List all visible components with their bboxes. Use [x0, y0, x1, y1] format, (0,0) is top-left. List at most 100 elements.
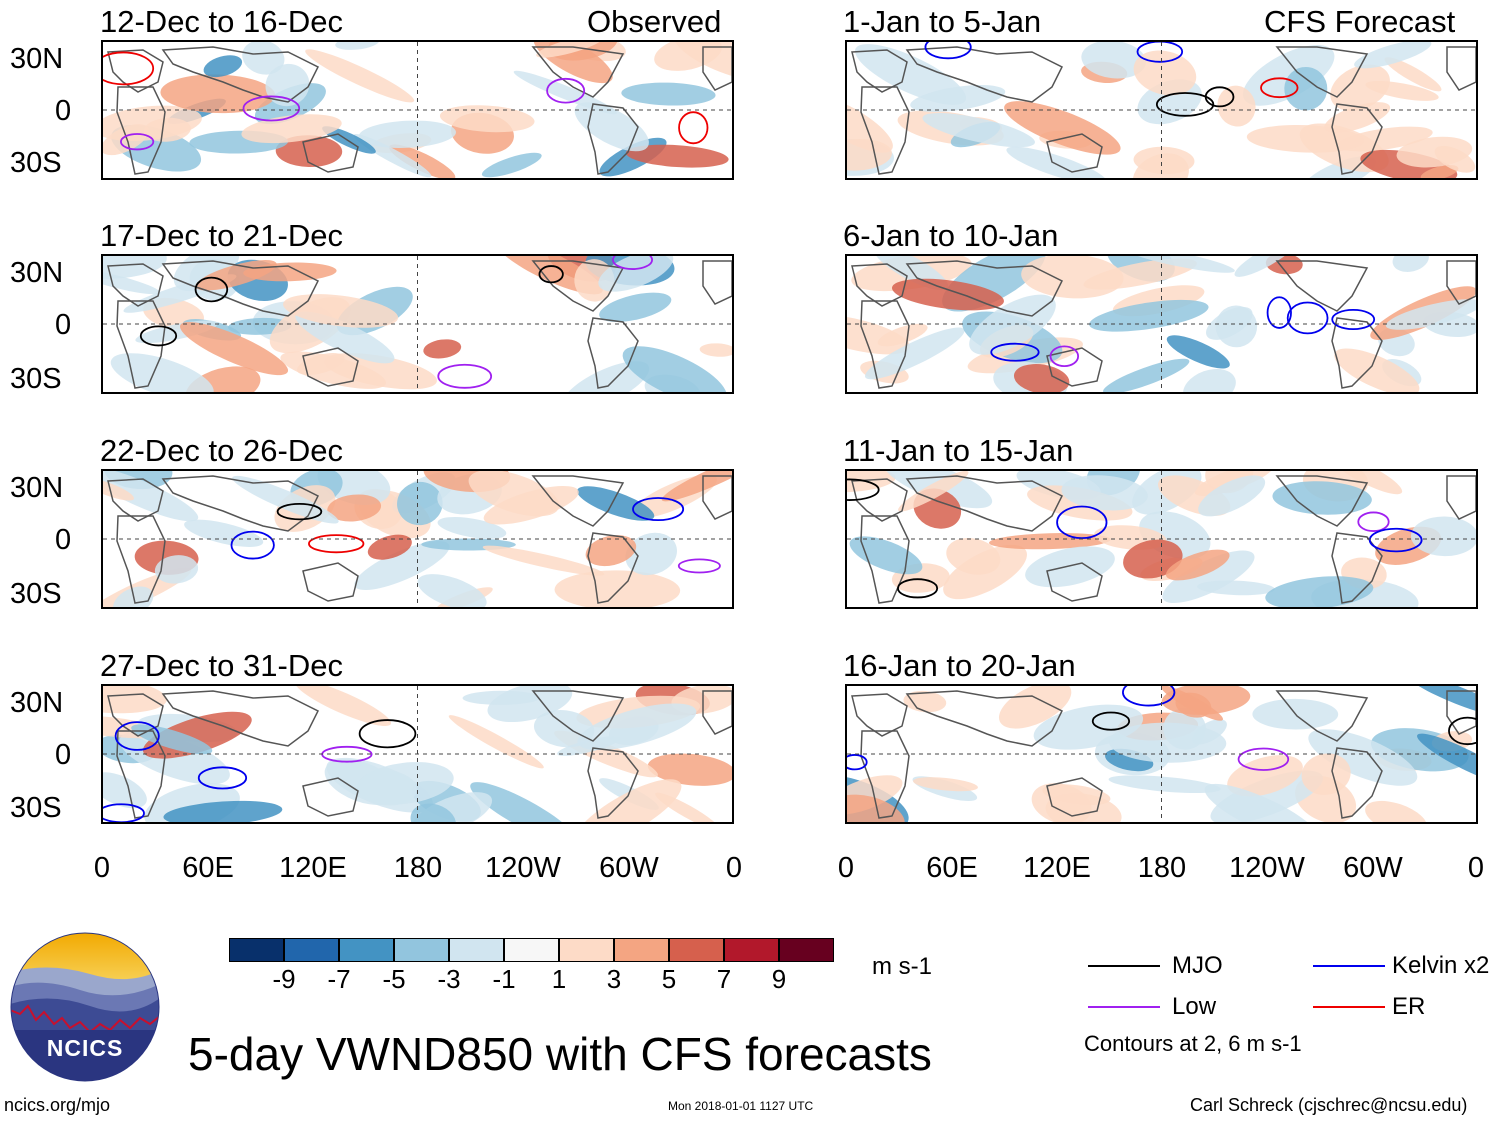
legend-line-kelvin: [1313, 965, 1385, 967]
lat-label-eq: 0: [55, 739, 72, 771]
colorbar-swatch: [504, 938, 559, 962]
wind-anomaly-shading: [913, 777, 978, 792]
panel-title: 1-Jan to 5-Jan: [843, 4, 1042, 39]
wind-anomaly-shading: [1420, 165, 1459, 178]
main-title: 5-day VWND850 with CFS forecasts: [188, 1028, 932, 1080]
lat-label-30s: 30S: [10, 363, 62, 395]
colorbar-swatch: [724, 938, 779, 962]
panel-title: 12-Dec to 16-Dec: [100, 4, 343, 39]
wave-contour: [678, 111, 709, 145]
wind-anomaly-shading: [599, 292, 672, 322]
wave-contour: [1286, 301, 1329, 335]
map-panel-forecast-1: [845, 40, 1478, 180]
legend-label-er: ER: [1392, 993, 1426, 1020]
wind-anomaly-shading: [625, 144, 729, 168]
coastline: [1275, 475, 1369, 527]
vwnd850-map: [847, 256, 1476, 392]
coastline: [1331, 103, 1383, 175]
wave-contour: [197, 766, 248, 790]
wave-contour: [1049, 345, 1080, 368]
colorbar-label: 3: [606, 964, 622, 994]
wind-anomaly-shading: [241, 114, 342, 144]
coastline: [1046, 777, 1103, 817]
wind-anomaly-shading: [354, 541, 450, 591]
wind-anomaly-shading: [410, 803, 457, 822]
wind-anomaly-shading: [847, 138, 892, 171]
wind-anomaly-shading: [1123, 256, 1235, 273]
colorbar-units: m s-1: [872, 953, 932, 980]
coastline: [860, 300, 910, 389]
wind-anomaly-shading: [1194, 471, 1274, 496]
wind-anomaly-shading: [1006, 146, 1107, 178]
colorbar-swatch: [669, 938, 724, 962]
wind-anomaly-shading: [1246, 125, 1365, 153]
wind-anomaly-shading: [1081, 42, 1146, 79]
wind-anomaly-shading: [297, 352, 345, 376]
coastline: [1446, 46, 1476, 91]
wind-anomaly-shading: [847, 794, 905, 822]
wave-contour: [1136, 42, 1184, 63]
wind-anomaly-shading: [335, 42, 380, 50]
wave-contour: [1204, 86, 1235, 108]
coastline: [302, 777, 359, 817]
coastline: [161, 475, 320, 532]
lat-label-30s: 30S: [10, 578, 62, 610]
wind-anomaly-shading: [998, 686, 1072, 729]
vwnd850-map: [847, 686, 1476, 822]
wind-anomaly-shading: [847, 775, 903, 815]
lon-label: 120W: [485, 852, 561, 884]
wind-anomaly-shading: [482, 545, 605, 576]
footer-url[interactable]: ncics.org/mjo: [4, 1095, 111, 1115]
coastline: [302, 347, 359, 387]
wind-anomaly-shading: [389, 144, 456, 178]
wind-anomaly-shading: [232, 475, 339, 524]
coastline: [702, 475, 732, 520]
wind-anomaly-shading: [470, 782, 578, 822]
coastline: [302, 133, 359, 173]
coastline: [702, 690, 732, 735]
colorbar-label: -1: [492, 964, 516, 994]
wind-anomaly-shading: [1417, 733, 1476, 786]
wind-anomaly-shading: [1215, 305, 1258, 348]
wind-anomaly-shading: [154, 555, 199, 584]
wind-anomaly-shading: [1334, 348, 1420, 392]
coastline: [587, 317, 639, 389]
panel-title: 6-Jan to 10-Jan: [843, 218, 1059, 253]
wave-contour: [612, 256, 653, 270]
colorbar-label: 1: [551, 964, 567, 994]
wind-anomaly-shading: [1133, 50, 1197, 96]
wind-anomaly-shading: [417, 574, 487, 607]
cfs-forecast-label: CFS Forecast: [1264, 4, 1456, 39]
wind-anomaly-shading: [1330, 64, 1390, 111]
wave-contour: [847, 478, 880, 501]
wave-contour: [546, 77, 586, 104]
wave-contour: [677, 558, 721, 574]
wind-anomaly-shading: [481, 152, 542, 178]
wave-contour: [103, 51, 155, 86]
wave-contour: [139, 325, 178, 347]
coastline: [587, 103, 639, 175]
wind-anomaly-shading: [1284, 66, 1328, 111]
wind-anomaly-shading: [655, 792, 720, 822]
wave-contour: [1331, 308, 1376, 331]
coastline: [851, 693, 908, 737]
wind-anomaly-shading: [647, 753, 732, 786]
colorbar-label: 5: [661, 964, 677, 994]
vwnd850-map: [103, 686, 732, 822]
wind-anomaly-shading: [1108, 775, 1221, 794]
wind-anomaly-shading: [922, 113, 1035, 148]
lon-label: 60W: [1343, 852, 1403, 884]
wind-anomaly-shading: [1385, 299, 1476, 330]
wind-anomaly-shading: [1217, 85, 1256, 127]
coastline: [587, 747, 639, 819]
wind-anomaly-shading: [1198, 475, 1266, 517]
coastline: [1046, 562, 1103, 602]
lat-label-30s: 30S: [10, 792, 62, 824]
wind-anomaly-shading: [103, 268, 161, 295]
wind-anomaly-shading: [1365, 800, 1427, 822]
panel-title: 27-Dec to 31-Dec: [100, 648, 343, 683]
panel-title: 17-Dec to 21-Dec: [100, 218, 343, 253]
coastline: [702, 46, 732, 91]
lon-label: 180: [393, 852, 443, 884]
wind-anomaly-shading: [1324, 102, 1391, 133]
